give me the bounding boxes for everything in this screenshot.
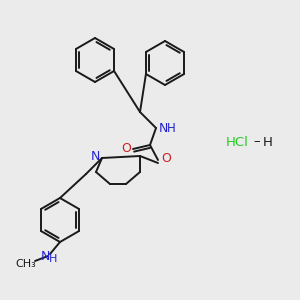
Text: N: N bbox=[158, 122, 168, 134]
Text: H: H bbox=[49, 254, 57, 264]
Text: N: N bbox=[90, 149, 100, 163]
Text: O: O bbox=[161, 152, 171, 166]
Text: –: – bbox=[254, 136, 260, 148]
Text: H: H bbox=[263, 136, 273, 148]
Text: CH₃: CH₃ bbox=[16, 259, 36, 269]
Text: O: O bbox=[121, 142, 131, 155]
Text: HCl: HCl bbox=[226, 136, 248, 148]
Text: N: N bbox=[40, 250, 50, 263]
Text: H: H bbox=[167, 122, 176, 136]
